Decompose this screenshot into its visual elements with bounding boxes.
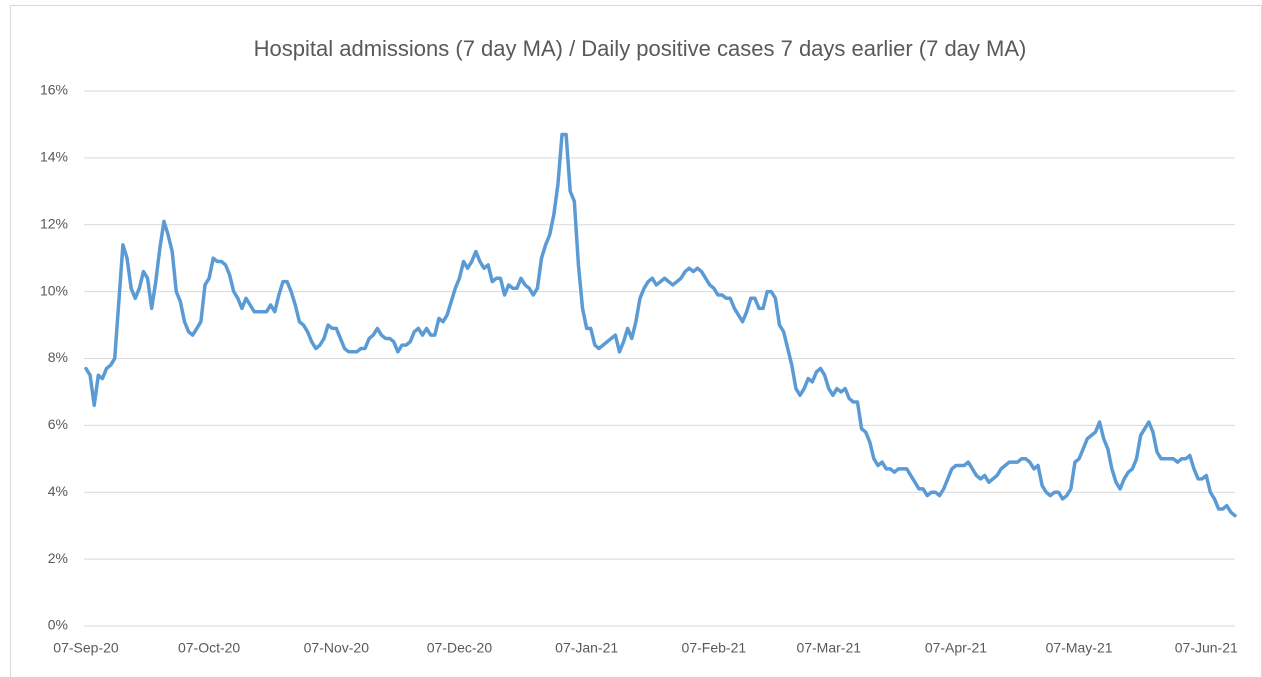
- y-tick-label: 12%: [40, 215, 68, 231]
- y-tick-label: 14%: [40, 149, 68, 165]
- x-tick-label: 07-Feb-21: [682, 640, 747, 656]
- x-tick-label: 07-Jan-21: [555, 640, 618, 656]
- x-tick-label: 07-Apr-21: [925, 640, 987, 656]
- x-tick-label: 07-May-21: [1046, 640, 1113, 656]
- y-tick-label: 8%: [48, 349, 68, 365]
- x-tick-label: 07-Jun-21: [1175, 640, 1238, 656]
- chart-title: Hospital admissions (7 day MA) / Daily p…: [254, 36, 1027, 61]
- x-tick-label: 07-Sep-20: [53, 640, 119, 656]
- x-tick-label: 07-Dec-20: [427, 640, 493, 656]
- y-tick-label: 10%: [40, 282, 68, 298]
- data-line: [84, 132, 1237, 518]
- x-tick-label: 07-Mar-21: [796, 640, 861, 656]
- y-tick-label: 0%: [48, 617, 68, 633]
- y-tick-label: 6%: [48, 416, 68, 432]
- y-tick-label: 2%: [48, 550, 68, 566]
- y-tick-label: 4%: [48, 483, 68, 499]
- y-tick-label: 16%: [40, 82, 68, 98]
- x-tick-label: 07-Oct-20: [178, 640, 240, 656]
- chart-frame: [10, 5, 1262, 677]
- x-tick-label: 07-Nov-20: [304, 640, 370, 656]
